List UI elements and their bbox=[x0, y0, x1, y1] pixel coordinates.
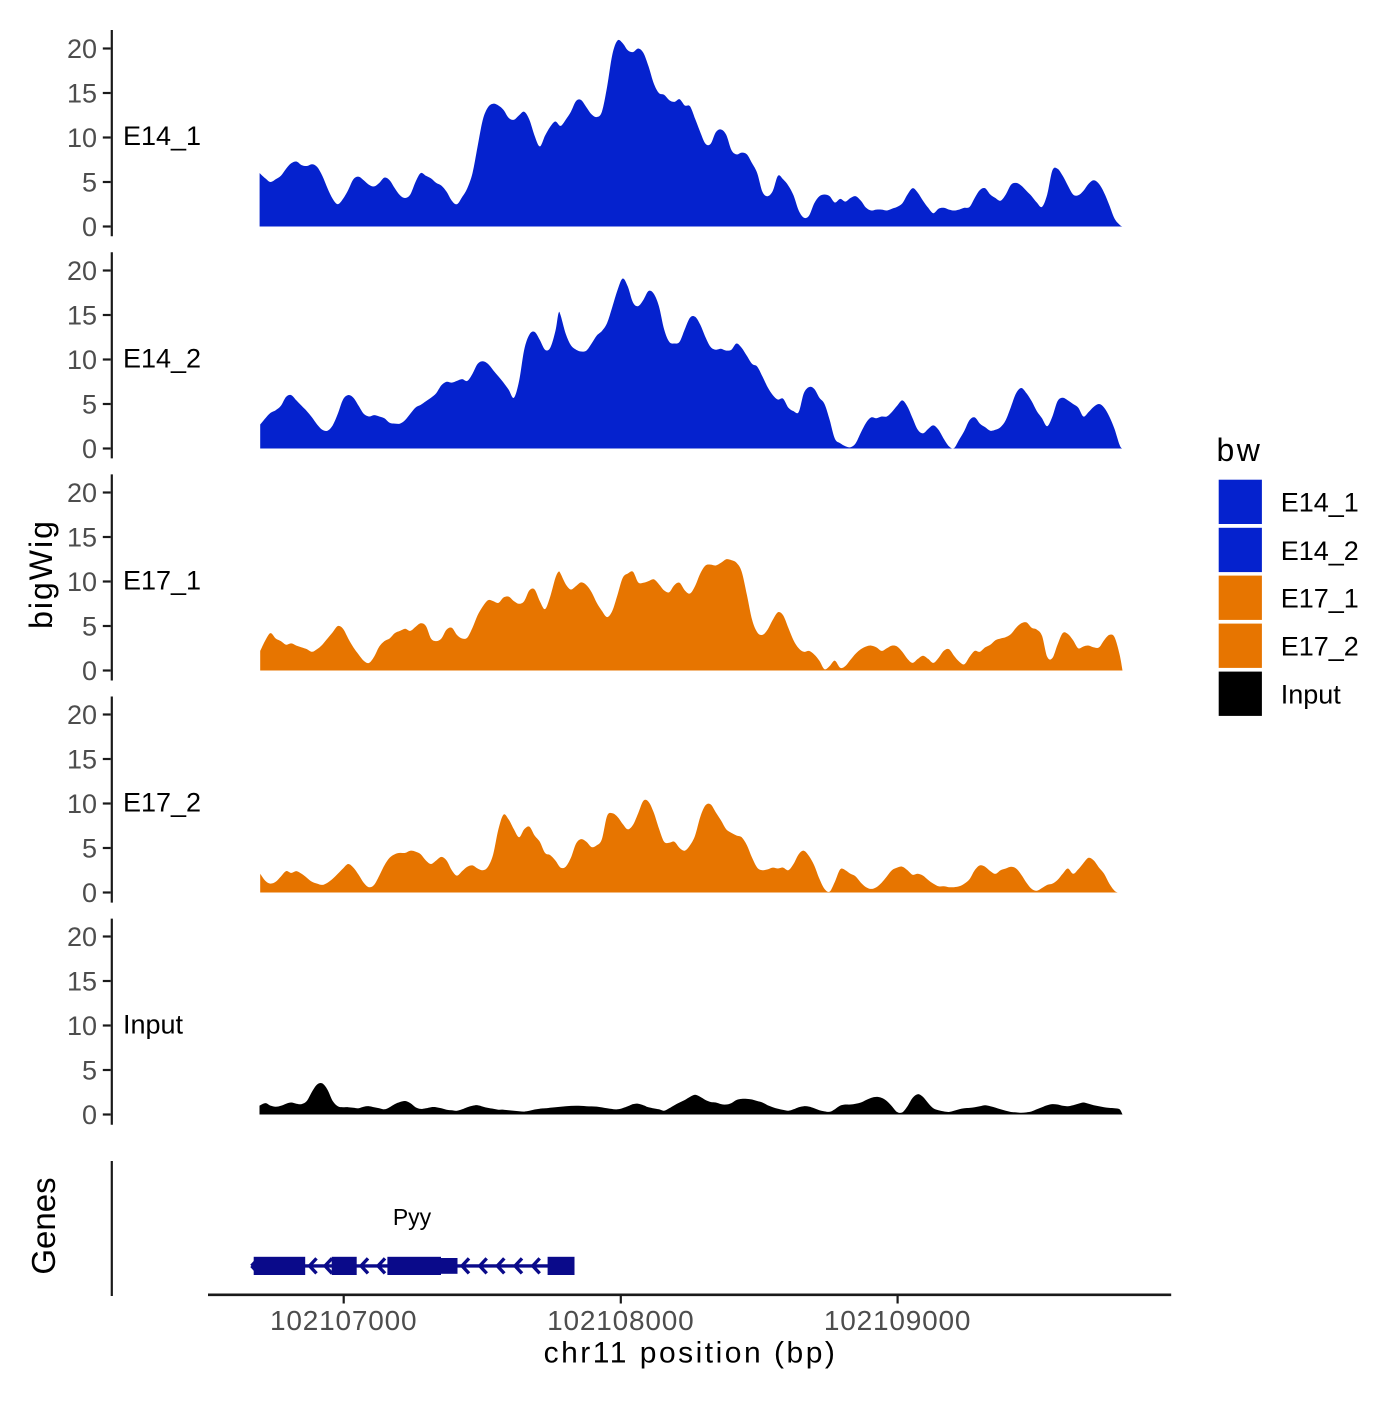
svg-text:5: 5 bbox=[82, 168, 97, 198]
svg-text:0: 0 bbox=[82, 878, 97, 908]
svg-text:bw: bw bbox=[1217, 432, 1263, 468]
svg-text:5: 5 bbox=[82, 834, 97, 864]
svg-text:15: 15 bbox=[67, 967, 97, 997]
svg-text:15: 15 bbox=[67, 523, 97, 553]
svg-text:0: 0 bbox=[82, 212, 97, 242]
svg-text:E14_2: E14_2 bbox=[123, 343, 201, 373]
svg-text:20: 20 bbox=[67, 922, 97, 952]
svg-text:102109000: 102109000 bbox=[824, 1305, 971, 1336]
svg-text:102108000: 102108000 bbox=[547, 1305, 694, 1336]
svg-text:0: 0 bbox=[82, 434, 97, 464]
svg-text:15: 15 bbox=[67, 745, 97, 775]
svg-text:20: 20 bbox=[67, 478, 97, 508]
svg-text:10: 10 bbox=[67, 123, 97, 153]
svg-text:20: 20 bbox=[67, 34, 97, 64]
svg-text:Genes: Genes bbox=[25, 1177, 62, 1274]
svg-text:15: 15 bbox=[67, 79, 97, 109]
svg-text:E17_1: E17_1 bbox=[1281, 584, 1359, 614]
svg-text:10: 10 bbox=[67, 345, 97, 375]
svg-text:5: 5 bbox=[82, 1056, 97, 1086]
svg-text:20: 20 bbox=[67, 700, 97, 730]
svg-text:15: 15 bbox=[67, 301, 97, 331]
svg-text:chr11 position (bp): chr11 position (bp) bbox=[544, 1337, 838, 1370]
svg-text:10: 10 bbox=[67, 1011, 97, 1041]
svg-text:Input: Input bbox=[123, 1010, 184, 1040]
svg-text:102107000: 102107000 bbox=[270, 1305, 417, 1336]
svg-text:Pyy: Pyy bbox=[393, 1204, 432, 1230]
svg-text:Input: Input bbox=[1281, 680, 1342, 710]
svg-text:5: 5 bbox=[82, 612, 97, 642]
svg-text:E14_1: E14_1 bbox=[1281, 488, 1359, 518]
svg-text:bigWig: bigWig bbox=[23, 519, 59, 629]
svg-text:0: 0 bbox=[82, 656, 97, 686]
svg-text:10: 10 bbox=[67, 789, 97, 819]
svg-text:10: 10 bbox=[67, 567, 97, 597]
svg-text:0: 0 bbox=[82, 1100, 97, 1130]
svg-text:E17_2: E17_2 bbox=[1281, 632, 1359, 662]
svg-text:E17_1: E17_1 bbox=[123, 566, 201, 596]
svg-text:20: 20 bbox=[67, 256, 97, 286]
svg-text:E14_2: E14_2 bbox=[1281, 536, 1359, 566]
svg-text:5: 5 bbox=[82, 390, 97, 420]
svg-text:E17_2: E17_2 bbox=[123, 788, 201, 818]
svg-text:E14_1: E14_1 bbox=[123, 121, 201, 151]
